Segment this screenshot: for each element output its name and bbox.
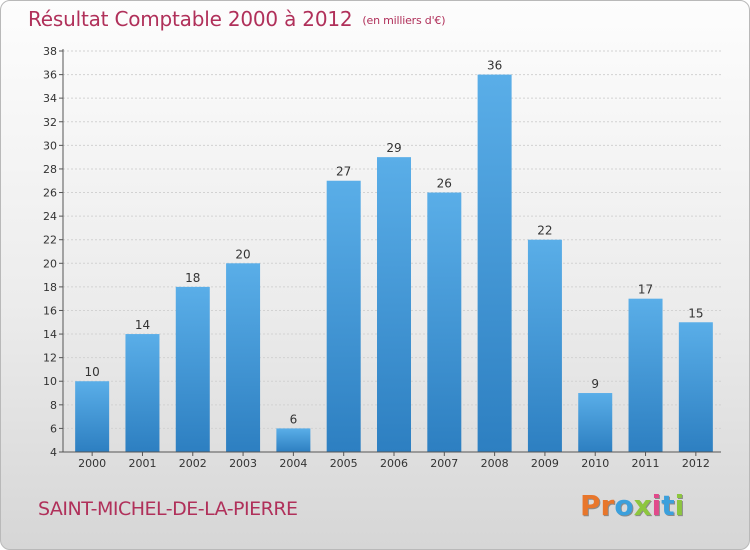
- value-label: 26: [437, 177, 452, 191]
- x-tick-label: 2010: [581, 457, 609, 470]
- value-label: 14: [135, 318, 150, 332]
- logo-letter: x: [633, 489, 652, 522]
- bar: [226, 263, 261, 452]
- y-tick-label: 28: [43, 163, 57, 176]
- value-labels: 10 14 18 20 6 27 29 26 36 22 9 17 15: [85, 59, 704, 427]
- value-label: 17: [638, 283, 653, 297]
- y-tick-label: 22: [43, 234, 57, 247]
- logo-letter: r: [600, 489, 615, 522]
- y-tick-label: 12: [43, 352, 57, 365]
- proxiti-logo: Proxiti: [580, 489, 684, 522]
- title-text: Résultat Comptable 2000 à 2012: [28, 7, 353, 31]
- bar: [326, 180, 361, 452]
- bar: [477, 74, 512, 453]
- bar: [427, 192, 462, 452]
- y-tick-label: 18: [43, 281, 57, 294]
- y-tick-label: 4: [50, 446, 57, 459]
- y-tick-label: 32: [43, 116, 57, 129]
- bar: [175, 286, 210, 452]
- bar: [276, 428, 311, 452]
- axes: [59, 49, 721, 456]
- city-name: SAINT-MICHEL-DE-LA-PIERRE: [38, 498, 298, 520]
- title-unit: (en milliers d'€): [362, 14, 446, 27]
- logo-letter: i: [674, 489, 685, 522]
- y-tick-label: 6: [50, 422, 57, 435]
- bar: [125, 334, 160, 452]
- value-label: 36: [487, 59, 502, 73]
- x-tick-label: 2009: [531, 457, 559, 470]
- x-tick-label: 2007: [430, 457, 458, 470]
- value-label: 18: [185, 271, 200, 285]
- y-tick-label: 16: [43, 304, 57, 317]
- x-tick-label: 2012: [682, 457, 710, 470]
- bar: [75, 381, 110, 452]
- value-label: 20: [235, 247, 250, 261]
- logo-letter: i: [651, 489, 662, 522]
- bar: [578, 393, 613, 452]
- y-tick-label: 36: [43, 69, 57, 82]
- y-tick-label: 20: [43, 257, 57, 270]
- y-tick-labels: 4 6 8 10 12 14 16 18 20 22 24 26 28 30 32 34 36 38: [43, 45, 57, 459]
- x-tick-label: 2005: [330, 457, 358, 470]
- x-tick-labels: 2000 2001 2002 2003 2004 2005 2006 2007 2008 2009…: [78, 457, 710, 470]
- x-tick-label: 2008: [481, 457, 509, 470]
- y-tick-label: 38: [43, 45, 57, 58]
- logo-letter: P: [580, 489, 601, 522]
- value-label: 10: [85, 365, 100, 379]
- x-tick-label: 2002: [179, 457, 207, 470]
- value-label: 9: [591, 377, 599, 391]
- logo-letter: o: [614, 489, 634, 522]
- x-tick-label: 2011: [632, 457, 660, 470]
- bars: [75, 74, 713, 453]
- bar: [628, 298, 663, 452]
- chart-title: Résultat Comptable 2000 à 2012 (en millie…: [28, 7, 446, 31]
- y-tick-label: 34: [43, 92, 57, 105]
- value-label: 6: [290, 412, 298, 426]
- bar: [678, 322, 713, 452]
- y-tick-label: 26: [43, 187, 57, 200]
- y-tick-label: 8: [50, 399, 57, 412]
- x-tick-label: 2004: [279, 457, 307, 470]
- y-tick-label: 24: [43, 210, 57, 223]
- value-label: 22: [537, 224, 552, 238]
- x-tick-label: 2006: [380, 457, 408, 470]
- value-label: 29: [386, 141, 401, 155]
- x-tick-label: 2001: [128, 457, 156, 470]
- y-tick-label: 10: [43, 375, 57, 388]
- bar: [527, 239, 562, 452]
- logo-letter: t: [661, 489, 675, 522]
- value-label: 15: [688, 306, 703, 320]
- bar: [377, 157, 411, 452]
- y-tick-label: 30: [43, 139, 57, 152]
- y-tick-label: 14: [43, 328, 57, 341]
- x-tick-label: 2003: [229, 457, 257, 470]
- x-tick-label: 2000: [78, 457, 106, 470]
- value-label: 27: [336, 165, 351, 179]
